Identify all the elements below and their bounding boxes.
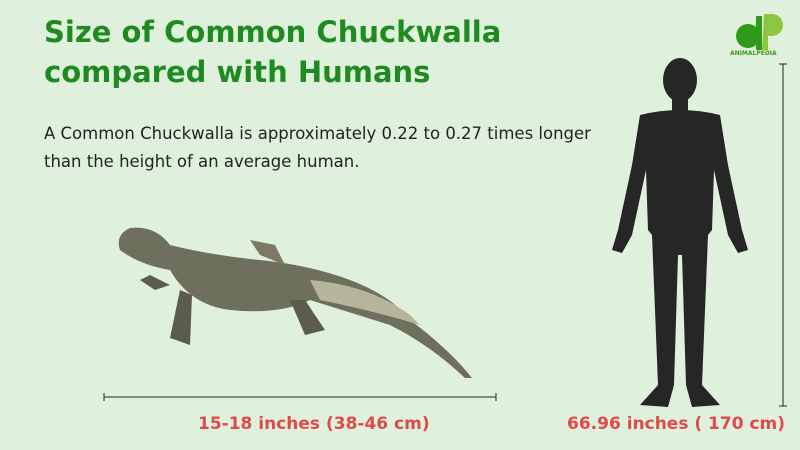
logo-text: ANIMALPEDIA [730,50,777,57]
human-silhouette [612,58,748,407]
human-size-label: 66.96 inches ( 170 cm) [567,414,786,434]
page-title: Size of Common Chuckwalla compared with … [44,15,502,89]
chuckwalla-length-line [103,393,497,401]
description: A Common Chuckwalla is approximately 0.2… [44,124,591,171]
chuckwalla-image [118,227,472,378]
chuckwalla-size-label: 15-18 inches (38-46 cm) [198,414,430,434]
human-height-line [779,63,787,407]
animalpedia-logo [736,14,783,50]
